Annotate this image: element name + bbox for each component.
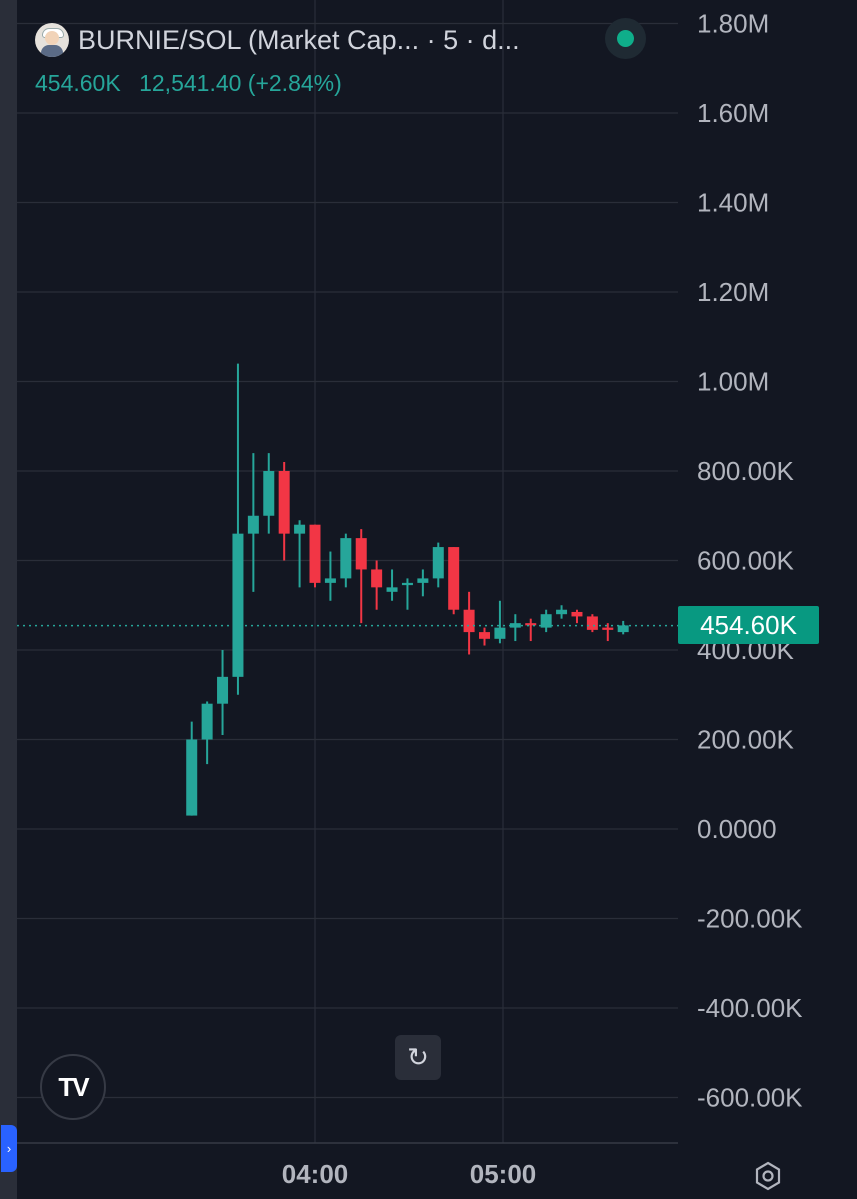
candle-up — [401, 578, 413, 610]
price-tick-label: 200.00K — [697, 725, 795, 755]
settings-icon[interactable] — [752, 1160, 784, 1192]
change-value: 12,541.40 (+2.84%) — [139, 70, 342, 96]
candle-body — [386, 587, 398, 592]
candle-body — [494, 627, 506, 639]
candles — [186, 363, 629, 816]
price-tick-label: 1.00M — [697, 367, 769, 397]
candle-up — [201, 701, 213, 765]
candle-up — [340, 533, 352, 588]
price-tick-label: 1.20M — [697, 277, 769, 307]
candle-body — [324, 578, 336, 583]
status-dot-icon — [617, 30, 634, 47]
candle-up — [540, 609, 552, 633]
candle-up — [217, 650, 229, 736]
candle-up — [294, 520, 306, 588]
candle-body — [556, 609, 568, 615]
candle-body — [355, 538, 367, 570]
candle-body — [432, 547, 444, 579]
reset-chart-button[interactable]: ↻ — [395, 1035, 441, 1080]
candle-down — [479, 627, 491, 646]
candle-up — [417, 569, 429, 597]
candle-up — [617, 620, 629, 635]
candle-down — [309, 524, 321, 588]
candle-body — [294, 524, 306, 534]
candle-down — [571, 609, 583, 624]
candle-down — [371, 560, 383, 610]
candle-body — [186, 739, 198, 816]
price-tick-label: 1.40M — [697, 188, 769, 218]
candle-body — [617, 625, 629, 633]
candle-body — [371, 569, 383, 588]
time-tick-label: 05:00 — [470, 1159, 537, 1189]
candle-body — [540, 614, 552, 628]
candle-body — [232, 533, 244, 677]
chart-legend: BURNIE/SOL (Market Cap... · 5 · d... 454… — [35, 22, 520, 97]
candle-body — [586, 616, 598, 630]
candle-body — [201, 703, 213, 740]
candle-up — [263, 453, 275, 534]
candle-down — [586, 614, 598, 633]
candle-down — [525, 618, 537, 642]
candle-body — [479, 632, 491, 639]
last-value: 454.60K — [35, 70, 121, 96]
price-tick-label: 0.0000 — [697, 814, 777, 844]
candle-up — [386, 569, 398, 601]
candle-body — [340, 538, 352, 579]
candle-body — [417, 578, 429, 583]
candle-up — [432, 542, 444, 588]
left-drawer-strip — [0, 0, 17, 1199]
candle-body — [401, 582, 413, 586]
price-tick-label: 800.00K — [697, 456, 795, 486]
candle-up — [509, 614, 521, 642]
candle-body — [602, 627, 614, 630]
candle-down — [602, 623, 614, 642]
price-tick-label: 1.60M — [697, 98, 769, 128]
candle-down — [448, 547, 460, 615]
candle-body — [309, 524, 321, 583]
candle-body — [263, 471, 275, 516]
time-axis: 04:00 05:00 — [282, 1159, 537, 1189]
price-tick-label: -400.00K — [697, 993, 803, 1023]
token-avatar-icon — [35, 23, 69, 57]
candle-down — [355, 529, 367, 624]
candle-body — [571, 611, 583, 617]
candle-down — [463, 591, 475, 655]
candle-down — [278, 462, 290, 561]
candle-up — [324, 551, 336, 601]
candle-body — [247, 515, 259, 534]
candle-up — [556, 605, 568, 619]
reset-icon: ↻ — [407, 1042, 429, 1072]
candle-up — [494, 600, 506, 644]
candle-body — [525, 623, 537, 626]
market-status-indicator[interactable] — [605, 18, 646, 59]
price-tick-label: -200.00K — [697, 904, 803, 934]
candle-body — [217, 676, 229, 704]
time-tick-label: 04:00 — [282, 1159, 349, 1189]
candle-body — [463, 609, 475, 633]
candle-up — [186, 721, 198, 816]
symbol-title[interactable]: BURNIE/SOL (Market Cap... · 5 · d... — [78, 24, 520, 55]
price-tick-label: -600.00K — [697, 1083, 803, 1113]
candle-up — [247, 453, 259, 592]
last-price-badge: 454.60K — [678, 606, 819, 644]
price-tick-label: 600.00K — [697, 546, 795, 576]
candle-up — [232, 363, 244, 695]
candle-body — [278, 471, 290, 534]
chevron-right-icon[interactable]: › — [1, 1125, 17, 1172]
price-tick-label: 1.80M — [697, 9, 769, 39]
tradingview-logo[interactable]: TV — [40, 1054, 106, 1120]
price-axis: 1.80M1.60M1.40M1.20M1.00M800.00K600.00K4… — [697, 9, 803, 1113]
candle-body — [448, 547, 460, 610]
